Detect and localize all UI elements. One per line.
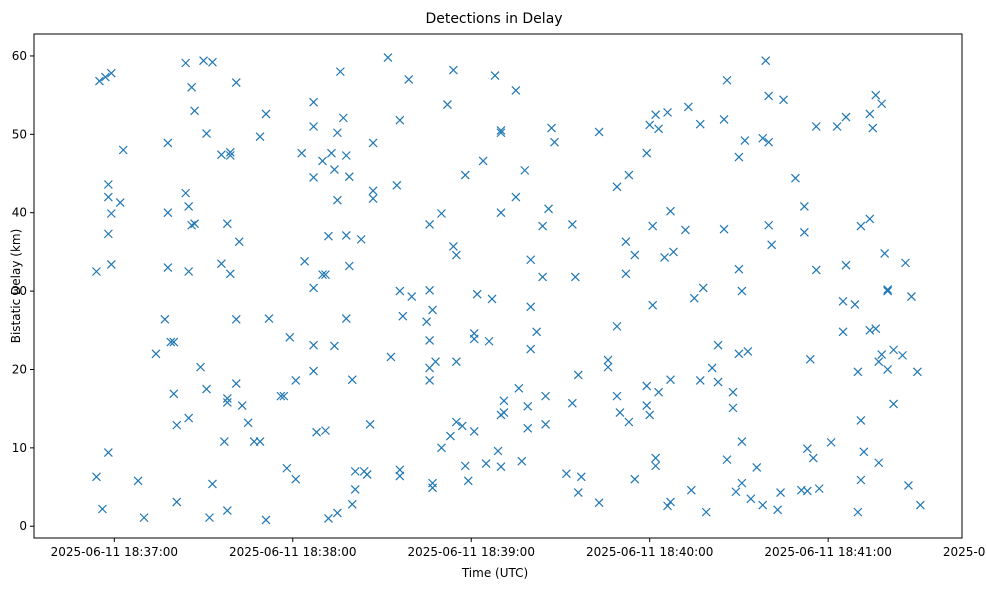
x-tick-label: 2025-06-11 18:38:00 — [229, 545, 356, 559]
x-axis-label: Time (UTC) — [461, 566, 528, 580]
y-tick-label: 0 — [19, 519, 27, 533]
x-tick-label: 2025-06-11 18:42:00 — [943, 545, 986, 559]
x-tick-label: 2025-06-11 18:39:00 — [408, 545, 535, 559]
y-tick-label: 60 — [12, 49, 27, 63]
y-axis-label: Bistatic Delay (km) — [9, 229, 23, 344]
y-tick-label: 40 — [12, 206, 27, 220]
x-tick-label: 2025-06-11 18:37:00 — [51, 545, 178, 559]
x-tick-label: 2025-06-11 18:40:00 — [586, 545, 713, 559]
chart-title: Detections in Delay — [425, 11, 562, 27]
x-tick-label: 2025-06-11 18:41:00 — [764, 545, 891, 559]
y-tick-label: 50 — [12, 127, 27, 141]
figure-background — [0, 0, 986, 590]
y-tick-label: 20 — [12, 362, 27, 376]
scatter-chart: Detections in Delay 2025-06-11 18:37:00 2… — [0, 0, 986, 590]
y-tick-label: 10 — [12, 441, 27, 455]
